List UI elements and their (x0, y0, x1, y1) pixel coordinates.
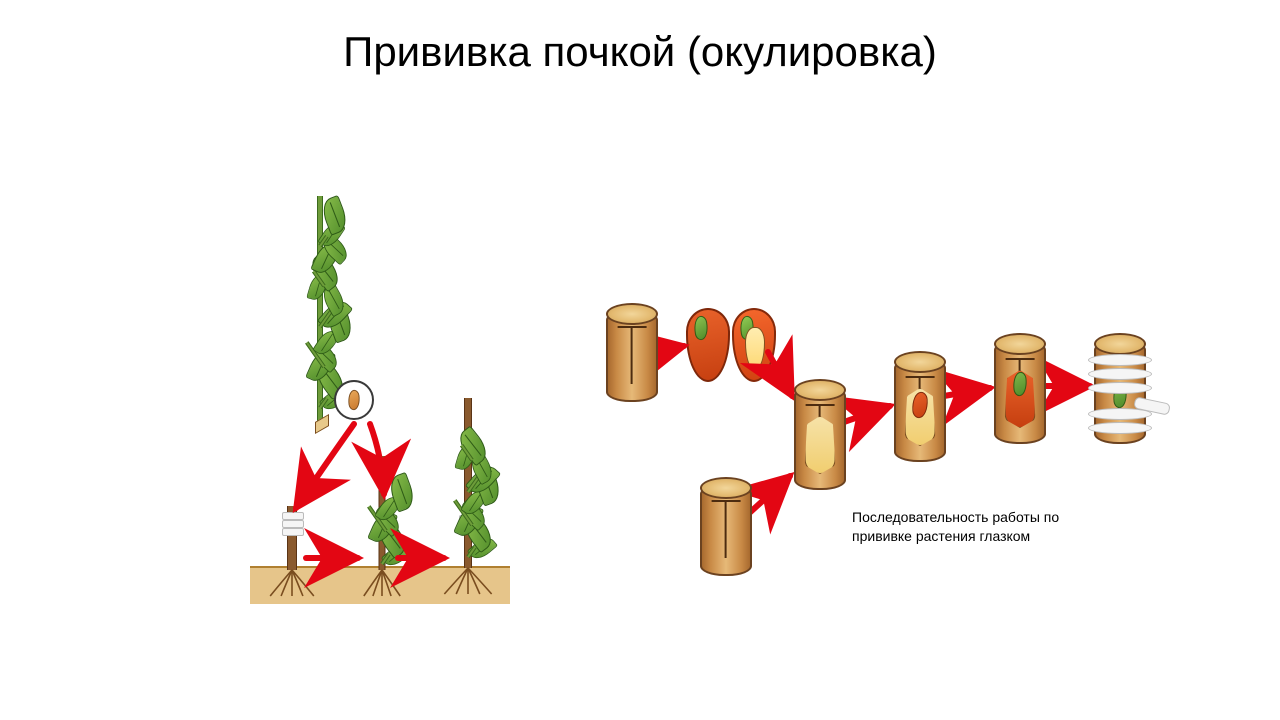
donor-branch (300, 196, 340, 426)
rootstock-stump (282, 506, 302, 570)
log-bud-inserted-green (994, 340, 1046, 444)
grafted-sapling-large (452, 398, 484, 568)
bud-shield-back (732, 308, 776, 382)
log-open-inner (794, 386, 846, 490)
log-t-cut (606, 310, 658, 402)
bud-callout-circle (334, 380, 374, 420)
log-t-cut (700, 484, 752, 576)
diagram-canvas: Последовательность работы по прививке ра… (0, 76, 1280, 716)
grafted-sapling-small (368, 456, 396, 570)
sequence-caption: Последовательность работы по прививке ра… (852, 508, 1062, 546)
bud-shield-front (686, 308, 730, 382)
log-inserting-bud (894, 358, 946, 462)
page-title: Прививка почкой (окулировка) (0, 0, 1280, 76)
log-wrapped (1094, 340, 1146, 444)
soil-block (250, 566, 510, 604)
